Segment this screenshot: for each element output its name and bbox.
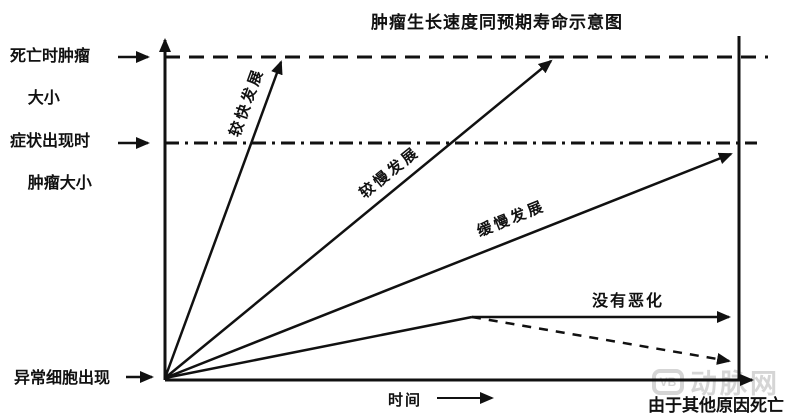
symptom-tumor-size-line1: 症状出现时 xyxy=(10,133,91,150)
death-tumor-size-line2: 大小 xyxy=(27,90,60,107)
curve-slowest-growth xyxy=(164,152,733,380)
watermark-text: 动脉网 xyxy=(690,369,780,399)
curve-other-cause-death-dashed xyxy=(471,315,731,365)
symptom-tumor-size-line2: 肿瘤大小 xyxy=(27,175,92,192)
death-tumor-size-label: 死亡时肿瘤 大小 xyxy=(10,46,90,130)
other-cause-death-note: 由于其他原因死亡 xyxy=(648,396,784,415)
curve-label-no-progression: 没有恶化 xyxy=(591,293,665,310)
death-tumor-size-line1: 死亡时肿瘤 xyxy=(10,48,91,65)
x-axis-label: 时间 xyxy=(388,392,423,409)
curve-rapid-growth xyxy=(163,60,283,379)
diagram-title: 肿瘤生长速度同预期寿命示意图 xyxy=(371,13,623,32)
abnormal-cells-label: 异常细胞出现 xyxy=(14,370,111,387)
curve-slower-growth xyxy=(164,59,553,379)
symptom-tumor-size-label: 症状出现时 肿瘤大小 xyxy=(10,131,92,215)
curve-no-progression-rise xyxy=(164,315,473,380)
